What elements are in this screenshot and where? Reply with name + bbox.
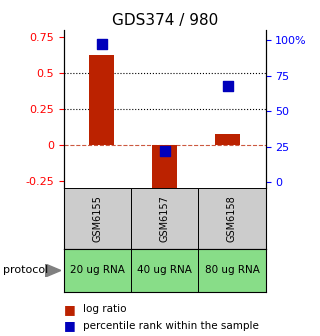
Text: ■: ■ <box>64 320 76 332</box>
Point <box>162 149 167 154</box>
Text: percentile rank within the sample: percentile rank within the sample <box>83 321 259 331</box>
Polygon shape <box>45 264 61 277</box>
Bar <box>131 188 198 249</box>
Text: GSM6155: GSM6155 <box>92 195 103 242</box>
Text: 80 ug RNA: 80 ug RNA <box>204 265 260 276</box>
Bar <box>64 249 131 292</box>
Text: log ratio: log ratio <box>83 304 127 314</box>
Title: GDS374 / 980: GDS374 / 980 <box>112 13 218 28</box>
Bar <box>131 249 198 292</box>
Bar <box>152 145 177 188</box>
Bar <box>89 55 115 145</box>
Text: 20 ug RNA: 20 ug RNA <box>70 265 125 276</box>
Bar <box>64 188 131 249</box>
Point <box>99 42 104 47</box>
Text: protocol: protocol <box>3 265 48 276</box>
Text: ■: ■ <box>64 303 76 316</box>
Point <box>225 83 230 88</box>
Text: GSM6158: GSM6158 <box>227 195 237 242</box>
Text: 40 ug RNA: 40 ug RNA <box>137 265 192 276</box>
Bar <box>198 249 266 292</box>
Text: GSM6157: GSM6157 <box>160 195 170 242</box>
Bar <box>198 188 266 249</box>
Bar <box>215 134 240 145</box>
